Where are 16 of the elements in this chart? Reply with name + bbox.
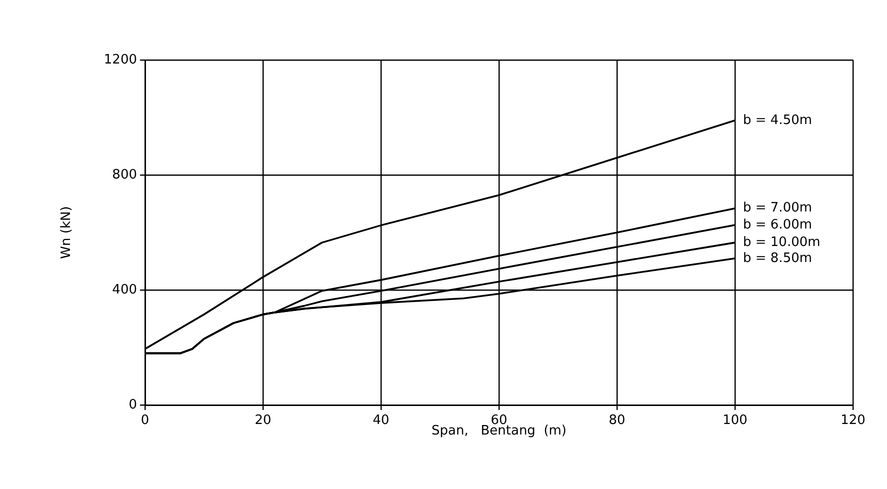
series-label: b = 6.00m	[743, 217, 812, 232]
x-tick-label: 20	[254, 413, 272, 428]
x-tick-label: 120	[840, 413, 866, 428]
y-axis-title: Wn (kN)	[59, 206, 74, 259]
x-tick-label: 40	[372, 413, 390, 428]
series-label: b = 7.00m	[743, 200, 812, 216]
series-label: b = 4.50m	[743, 112, 812, 128]
series-label: b = 10.00m	[743, 234, 820, 250]
x-tick-label: 100	[722, 413, 748, 428]
y-tick-label: 0	[128, 397, 137, 412]
x-tick-label: 80	[608, 413, 626, 428]
y-tick-label: 400	[112, 282, 137, 298]
y-tick-label: 800	[112, 167, 137, 182]
y-tick-label: 1200	[104, 52, 137, 68]
series-label: b = 8.50m	[743, 250, 812, 266]
x-tick-label: 0	[140, 413, 150, 428]
